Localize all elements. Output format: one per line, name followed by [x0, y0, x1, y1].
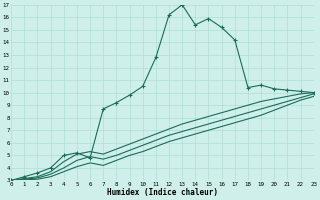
X-axis label: Humidex (Indice chaleur): Humidex (Indice chaleur)	[107, 188, 218, 197]
